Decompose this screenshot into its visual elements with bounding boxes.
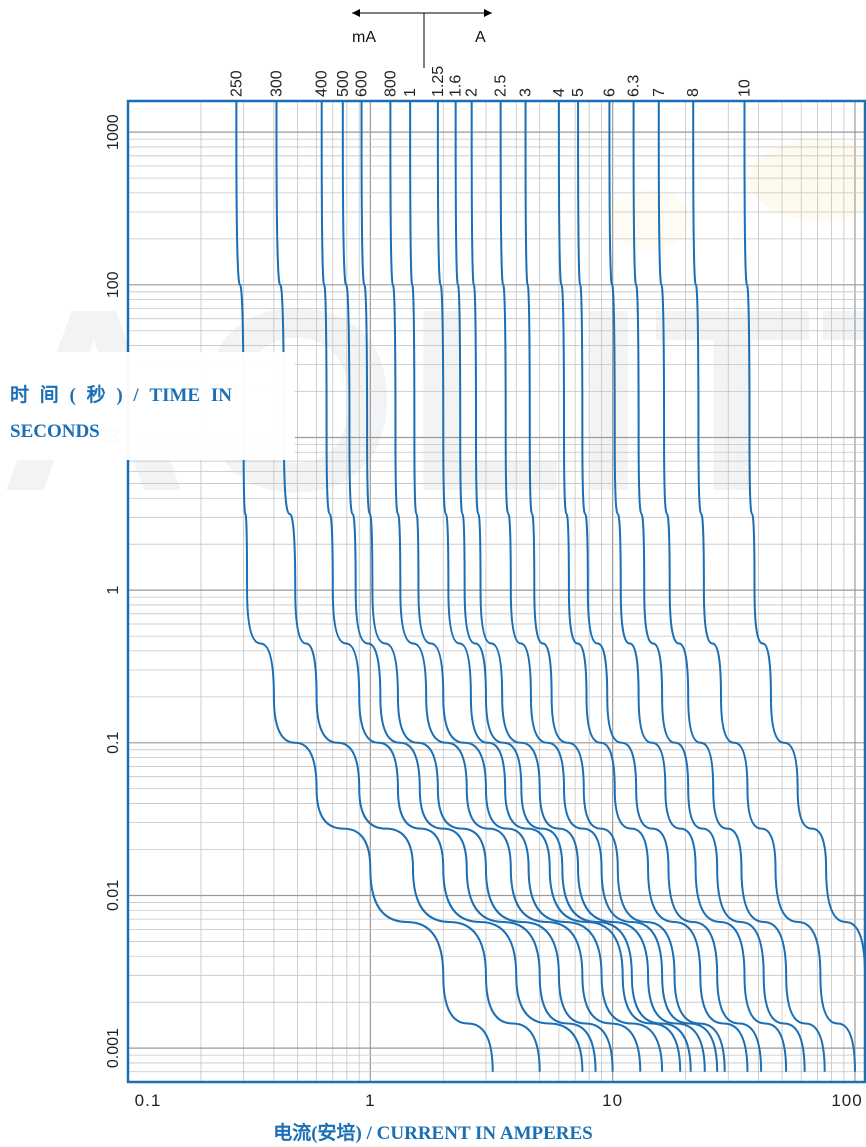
curve-1 <box>409 101 664 1072</box>
series-label-5: 5 <box>570 88 587 97</box>
watermark: AOLITT <box>0 140 866 546</box>
curve-300 <box>275 101 541 1072</box>
curve-2 <box>470 101 706 1072</box>
series-label-600: 600 <box>354 70 371 97</box>
series-label-250: 250 <box>228 70 245 97</box>
grid <box>127 101 865 1083</box>
series-label-8: 8 <box>685 88 702 97</box>
curves <box>235 101 865 1072</box>
curve-7 <box>657 101 826 1072</box>
series-label-300: 300 <box>268 70 285 97</box>
x-tick-label: 100 <box>831 1091 862 1110</box>
series-label-10: 10 <box>736 79 753 97</box>
curve-500 <box>341 101 597 1072</box>
series-label-1: 1 <box>402 88 419 97</box>
series-label-500: 500 <box>335 70 352 97</box>
x-tick-label: 0.1 <box>135 1091 162 1110</box>
curve-3 <box>524 101 726 1072</box>
y-tick-label: 0.01 <box>105 880 122 911</box>
x-tick-label: 10 <box>602 1091 623 1110</box>
unit-A-label: A <box>475 29 486 46</box>
series-label-3: 3 <box>518 88 535 97</box>
curve-10 <box>743 101 865 976</box>
curve-800 <box>389 101 642 1072</box>
unit-mA-label: mA <box>352 29 376 46</box>
y-tick-label: 1 <box>105 586 122 595</box>
plot-frame <box>126 99 866 1084</box>
curve-5 <box>577 101 763 1072</box>
curve-2.5 <box>499 101 719 1072</box>
curve-8 <box>692 101 856 1072</box>
y-tick-label: 1000 <box>105 114 122 150</box>
curve-600 <box>360 101 614 1072</box>
series-label-2.5: 2.5 <box>493 75 510 97</box>
curve-400 <box>320 101 584 1072</box>
series-label-6.3: 6.3 <box>626 75 643 97</box>
y-axis-label-background <box>0 352 295 460</box>
series-label-1.6: 1.6 <box>448 75 465 97</box>
curve-250 <box>235 101 494 1072</box>
series-label-800: 800 <box>382 70 399 97</box>
series-label-4: 4 <box>551 88 568 97</box>
curve-6.3 <box>632 101 806 1072</box>
x-tick-label: 1 <box>365 1091 375 1110</box>
x-axis-label: 电流(安培) / CURRENT IN AMPERES <box>273 1123 593 1144</box>
series-label-1.25: 1.25 <box>430 66 447 97</box>
curve-1.6 <box>454 101 692 1072</box>
series-label-6: 6 <box>601 88 618 97</box>
series-label-2: 2 <box>464 88 481 97</box>
unit-arrow: mA A <box>352 9 492 68</box>
curve-4 <box>557 101 749 1072</box>
curve-6 <box>608 101 788 1072</box>
y-tick-label: 0.1 <box>105 732 122 754</box>
x-tick-labels: 0.1 1 10 100 <box>135 1091 862 1110</box>
series-label-7: 7 <box>651 88 668 97</box>
curve-1.25 <box>436 101 682 1072</box>
y-tick-label: 0.001 <box>105 1028 122 1068</box>
y-axis-label: 时 间 ( 秒 ) / TIME IN SECONDS <box>10 385 232 442</box>
y-tick-label: 100 <box>105 271 122 298</box>
series-label-400: 400 <box>314 70 331 97</box>
series-labels: 250 300 400 500 600 800 1 1.25 1.6 2 2.5 3 4 5 6 6.3 7 8 1… <box>228 66 753 97</box>
